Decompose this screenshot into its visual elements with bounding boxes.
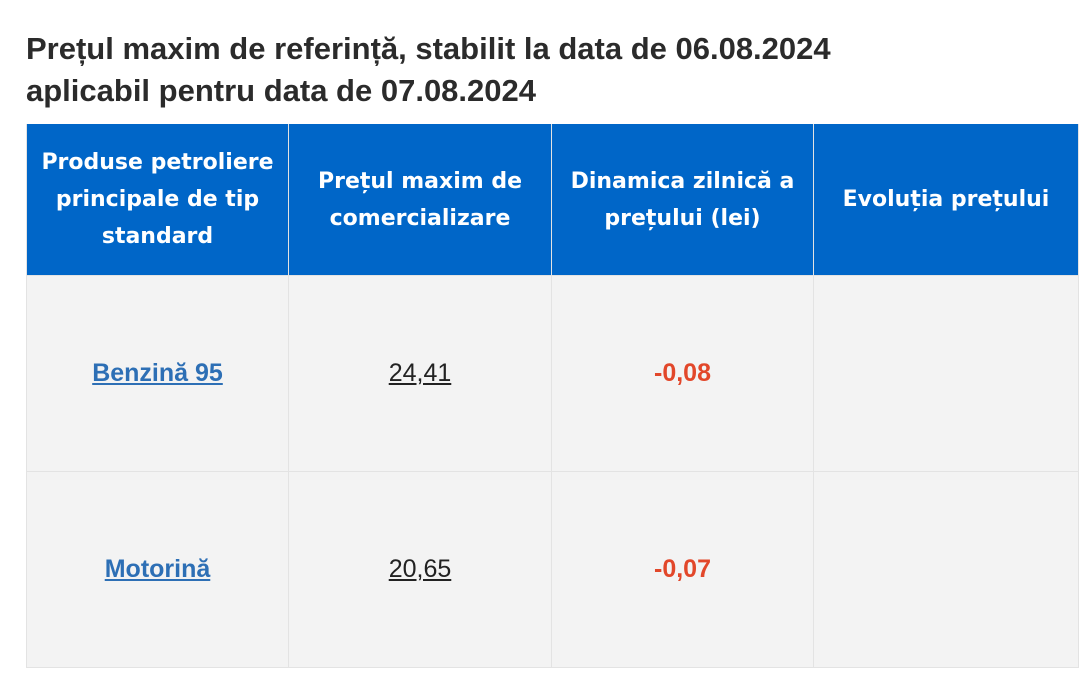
daily-change-value: -0,08 <box>654 359 711 387</box>
change-cell: -0,08 <box>551 275 814 472</box>
product-link-motorina[interactable]: Motorină <box>104 555 211 583</box>
change-cell: -0,07 <box>551 471 814 668</box>
price-value[interactable]: 20,65 <box>388 555 452 583</box>
header-max-price: Prețul maxim de comercializare <box>288 124 552 276</box>
daily-change-value: -0,07 <box>654 555 711 583</box>
header-price-evolution: Evoluția prețului <box>813 124 1079 276</box>
title-line-1: Prețul maxim de referință, stabilit la d… <box>26 31 831 66</box>
price-table: Produse petroliere principale de tip sta… <box>26 124 1079 668</box>
product-link-benzina-95[interactable]: Benzină 95 <box>92 359 223 387</box>
table-row: Benzină 95 24,41 -0,08 <box>26 275 1079 472</box>
price-cell: 20,65 <box>288 471 552 668</box>
evolution-cell <box>813 275 1079 472</box>
price-value[interactable]: 24,41 <box>388 359 452 387</box>
header-products: Produse petroliere principale de tip sta… <box>26 124 289 276</box>
evolution-cell <box>813 471 1079 668</box>
table-header-row: Produse petroliere principale de tip sta… <box>26 124 1079 276</box>
page-title: Prețul maxim de referință, stabilit la d… <box>26 28 1066 112</box>
product-cell: Motorină <box>26 471 289 668</box>
product-cell: Benzină 95 <box>26 275 289 472</box>
price-cell: 24,41 <box>288 275 552 472</box>
title-line-2: aplicabil pentru data de 07.08.2024 <box>26 73 537 108</box>
header-daily-change: Dinamica zilnică a prețului (lei) <box>551 124 814 276</box>
table-row: Motorină 20,65 -0,07 <box>26 471 1079 668</box>
